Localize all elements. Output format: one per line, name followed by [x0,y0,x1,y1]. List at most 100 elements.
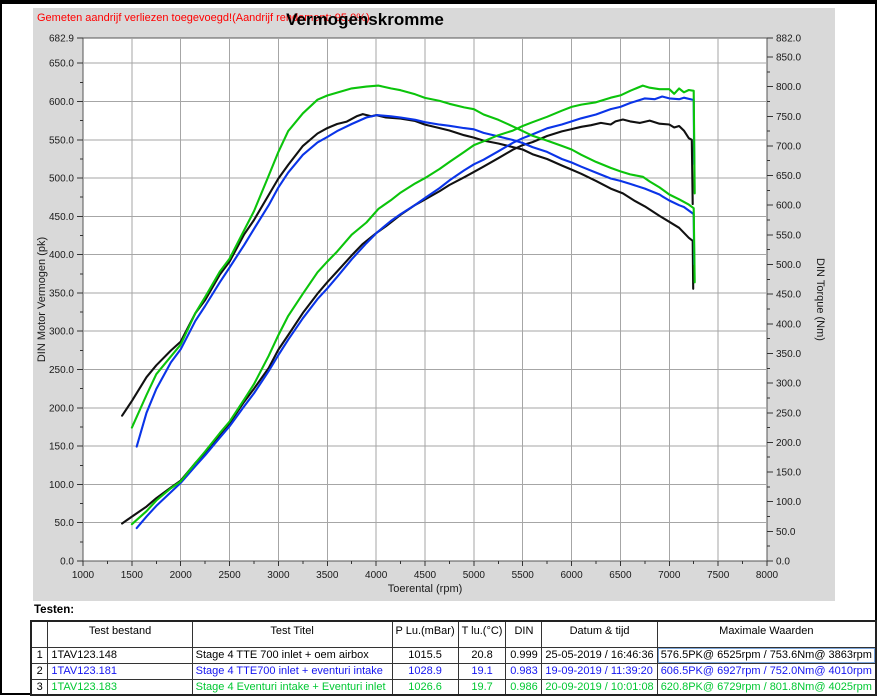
pressure-cell[interactable]: 1015.5 [391,646,459,664]
temperature-cell[interactable]: 20.8 [457,646,507,664]
left-axis-tick-label: 650.0 [49,59,74,70]
x-axis-tick-label: 1500 [121,570,144,581]
din-cell[interactable]: 0.999 [505,646,543,664]
right-axis-tick-label: 550.0 [776,230,801,241]
max-values-cell[interactable]: 606.5PK@ 6927rpm / 752.0Nm@ 4010rpm [656,662,877,680]
datetime-cell[interactable]: 20-09-2019 / 10:01:08 [541,678,658,696]
right-axis-tick-label: 0.0 [776,557,790,568]
row-number: 2 [30,662,49,680]
x-axis-tick-label: 2000 [170,570,193,581]
test-title-cell[interactable]: Stage 4 Eventuri intake + Eventuri inlet [191,678,393,696]
right-axis-tick-label: 600.0 [776,201,801,212]
right-axis-tick-label: 850.0 [776,52,801,63]
torque-curve-1 [121,113,695,417]
x-axis-tick-label: 8000 [756,570,779,581]
x-axis-tick-label: 6500 [609,570,632,581]
max-values-cell[interactable]: 620.8PK@ 6729rpm / 801.8Nm@ 4025rpm [656,678,877,696]
power-curve-2 [135,95,696,530]
x-axis-tick-label: 4000 [365,570,388,581]
right-axis-tick-label: 882.0 [776,34,801,45]
power-torque-chart: 682.9 650.0 600.0 550.0 500.0 450.0 400.0 350.0… [36,34,826,596]
right-axis-title: DIN Torque (Nm) [814,258,826,341]
chart-panel: Gemeten aandrijf verliezen toegevoegd!(A… [33,8,835,601]
window-frame-top [0,0,877,4]
left-axis-tick-label: 682.9 [49,34,74,45]
pressure-cell[interactable]: 1028.9 [391,662,459,680]
right-axis-tick-label: 400.0 [776,319,801,330]
col-header-temperature: T lu.(°C) [457,620,507,648]
row-number: 3 [30,678,49,696]
datetime-cell[interactable]: 19-09-2019 / 11:39:20 [541,662,658,680]
col-header-pressure: P Lu.(mBar) [391,620,459,648]
right-axis-tick-label: 450.0 [776,290,801,301]
window-frame-left [0,0,2,695]
x-axis-tick-label: 3500 [316,570,339,581]
temperature-cell[interactable]: 19.1 [457,662,507,680]
right-axis-tick-label: 50.0 [776,527,796,538]
col-header-test-title: Test Titel [191,620,393,648]
tests-section-label: Testen: [34,604,75,616]
test-file-cell[interactable]: 1TAV123.181 [47,662,193,680]
left-axis-tick-label: 350.0 [49,288,74,299]
left-axis-tick-label: 600.0 [49,97,74,108]
left-axis-tick-label: 50.0 [55,518,75,529]
right-axis-tick-label: 500.0 [776,260,801,271]
x-axis-tick-label: 4500 [414,570,437,581]
test-title-cell[interactable]: Stage 4 TTE700 inlet + eventuri intake [191,662,393,680]
torque-curve-3 [130,84,696,429]
test-file-cell[interactable]: 1TAV123.148 [47,646,193,664]
left-axis-tick-label: 0.0 [60,557,74,568]
drivetrain-loss-annotation: Gemeten aandrijf verliezen toegevoegd!(A… [37,12,370,24]
x-axis-tick-label: 6000 [560,570,583,581]
din-cell[interactable]: 0.983 [505,662,543,680]
left-axis-tick-label: 100.0 [49,480,74,491]
left-axis-tick-label: 550.0 [49,135,74,146]
din-cell[interactable]: 0.986 [505,678,543,696]
x-axis-tick-label: 5000 [463,570,486,581]
left-axis-tick-label: 300.0 [49,327,74,338]
x-axis-title: Toerental (rpm) [388,583,463,595]
left-axis-tick-label: 450.0 [49,212,74,223]
col-header-test-file: Test bestand [47,620,193,648]
row-number: 1 [30,646,49,664]
col-header-row-number [30,620,49,648]
test-file-cell[interactable]: 1TAV123.183 [47,678,193,696]
right-axis-tick-label: 650.0 [776,171,801,182]
col-header-max-values: Maximale Waarden [656,620,877,648]
x-axis-tick-label: 7000 [658,570,681,581]
col-header-din: DIN [505,620,543,648]
datetime-cell[interactable]: 25-05-2019 / 16:46:36 [541,646,658,664]
left-axis-tick-label: 400.0 [49,250,74,261]
right-axis-tick-label: 200.0 [776,438,801,449]
pressure-cell[interactable]: 1026.6 [391,678,459,696]
left-axis-tick-label: 500.0 [49,174,74,185]
right-axis-tick-label: 800.0 [776,82,801,93]
x-axis-tick-label: 2500 [218,570,241,581]
table-header-row: Test bestand Test Titel P Lu.(mBar) T lu… [30,620,877,648]
chart-title: Vermogenskromme [286,10,444,29]
x-axis-tick-label: 5500 [512,570,535,581]
right-axis-tick-label: 100.0 [776,497,801,508]
right-axis-tick-label: 750.0 [776,112,801,123]
test-row-3[interactable]: 3 1TAV123.183 Stage 4 Eventuri intake + … [30,678,877,696]
temperature-cell[interactable]: 19.7 [457,678,507,696]
left-axis-tick-label: 200.0 [49,403,74,414]
x-axis-tick-label: 7500 [707,570,730,581]
test-row-1[interactable]: 1 1TAV123.148 Stage 4 TTE 700 inlet + oe… [30,646,877,664]
x-axis-tick-label: 3000 [267,570,290,581]
left-axis-tick-label: 250.0 [49,365,74,376]
right-axis-tick-label: 350.0 [776,349,801,360]
max-values-cell[interactable]: 576.5PK@ 6525rpm / 753.6Nm@ 3863rpm [656,646,877,664]
torque-curve-2 [135,114,696,448]
tests-table: Test bestand Test Titel P Lu.(mBar) T lu… [30,620,877,696]
window-frame-right [875,0,877,695]
left-axis-title: DIN Motor Vermogen (pk) [36,237,48,362]
power-curve-3 [130,84,696,526]
col-header-datetime: Datum & tijd [541,620,658,648]
right-axis-tick-label: 700.0 [776,141,801,152]
right-axis-tick-label: 150.0 [776,468,801,479]
test-row-2[interactable]: 2 1TAV123.181 Stage 4 TTE700 inlet + eve… [30,662,877,680]
test-title-cell[interactable]: Stage 4 TTE 700 inlet + oem airbox [191,646,393,664]
x-axis-tick-label: 1000 [72,570,95,581]
